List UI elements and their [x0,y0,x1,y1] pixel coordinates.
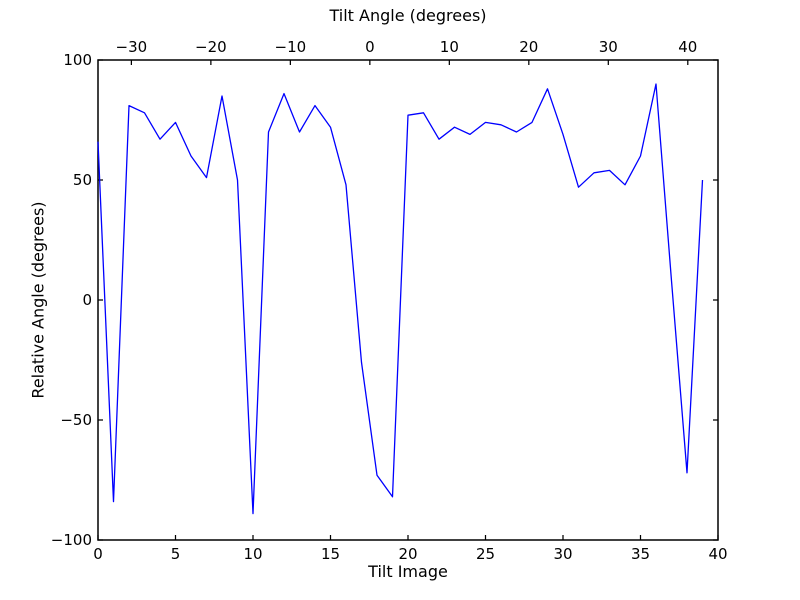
y-tick-label: 0 [82,291,92,309]
top-tick-label: 0 [365,38,375,56]
top-tick-label: 20 [519,38,539,56]
y-tick-label: −50 [60,411,92,429]
data-line [97,83,704,515]
x-tick-label: 35 [630,545,651,563]
x-axis-label: Tilt Image [368,562,448,581]
x-tick-label: 15 [320,545,341,563]
y-tick-label: 50 [72,171,92,189]
x-tick-label: 10 [243,545,263,563]
top-axis-title: Tilt Angle (degrees) [329,6,487,25]
top-tick-label: 40 [678,38,698,56]
top-tick-label: −30 [115,38,148,56]
x-tick-label: 20 [398,545,418,563]
top-tick-label: 30 [598,38,618,56]
x-tick-label: 0 [93,545,103,563]
top-tick-label: 10 [439,38,459,56]
axes-spines [97,59,719,541]
top-tick-label: −20 [195,38,227,56]
x-tick-label: 40 [708,545,728,563]
y-tick-label: 100 [63,51,92,69]
top-tick-label: −10 [274,38,307,56]
y-axis-label: Relative Angle (degrees) [28,201,48,399]
y-tick-label: −100 [50,531,92,549]
x-tick-label: 30 [553,545,573,563]
x-tick-label: 5 [170,545,181,563]
x-tick-label: 25 [475,545,496,563]
